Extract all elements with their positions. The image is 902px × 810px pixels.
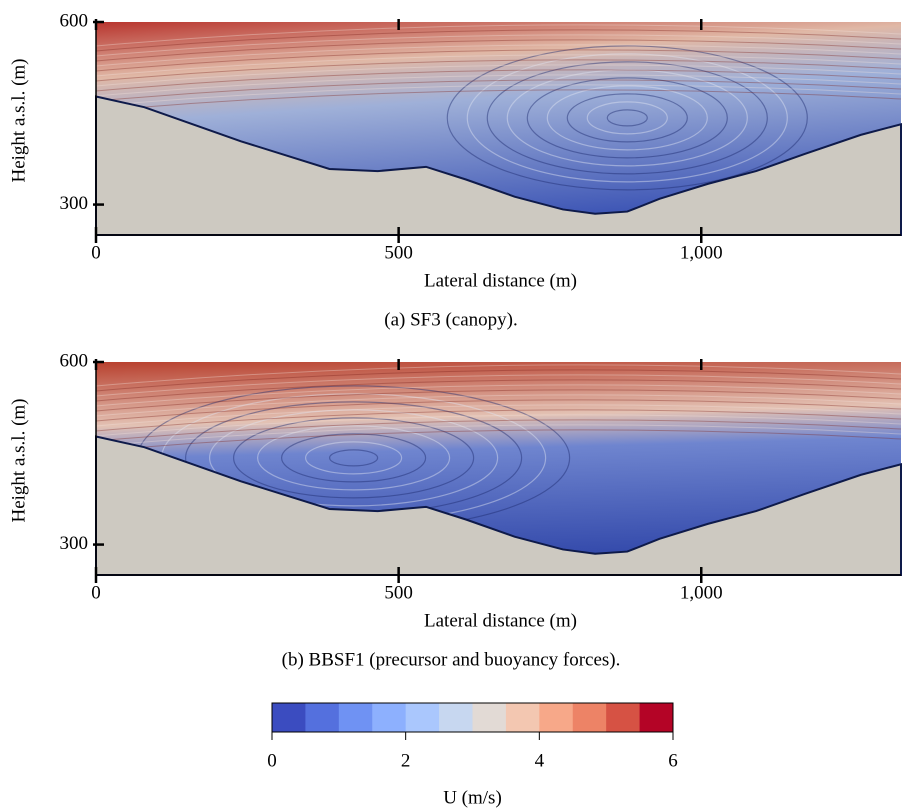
streamline [95, 64, 902, 87]
streamline [95, 54, 902, 77]
y-axis-label: Height a.s.l. (m) [8, 58, 29, 182]
colorbar-cell [372, 703, 407, 732]
streamline [546, 85, 708, 151]
colorbar-cell [639, 703, 674, 732]
y-tick-label: 600 [60, 350, 89, 371]
colorbar-tick-label: 4 [535, 750, 545, 771]
streamline [305, 441, 403, 475]
streamline [95, 429, 902, 452]
colorbar-cell [539, 703, 574, 732]
streamline [95, 384, 902, 407]
colorbar-cell [606, 703, 641, 732]
streamline [95, 79, 902, 102]
colorbar-cell [439, 703, 473, 732]
x-axis-label: Lateral distance (m) [424, 270, 577, 291]
plot-area [95, 362, 902, 576]
streamline [257, 425, 451, 491]
streamline [526, 77, 728, 159]
colorbar-tick-label: 0 [267, 750, 277, 771]
streamline [95, 39, 902, 62]
streamline [95, 414, 902, 437]
streamline [95, 49, 902, 72]
streamline [95, 389, 902, 412]
colorbar-label: U (m/s) [443, 787, 502, 808]
x-tick-label: 1,000 [680, 242, 723, 263]
streamline [95, 29, 902, 52]
streamline [95, 364, 902, 387]
streamline [95, 369, 902, 392]
colorbar-cell [572, 703, 607, 732]
streamline [95, 34, 902, 57]
streamline [209, 409, 499, 507]
colorbar-cell [405, 703, 440, 732]
streamline [506, 69, 748, 167]
streamline [95, 404, 902, 427]
x-tick-label: 1,000 [680, 582, 723, 603]
y-tick-label: 600 [60, 10, 89, 31]
panel-caption: (b) BBSF1 (precursor and buoyancy forces… [282, 649, 621, 670]
x-tick-label: 0 [91, 582, 101, 603]
colorbar-cell [272, 703, 306, 732]
streamline [95, 379, 902, 402]
terrain [95, 435, 902, 576]
colorbar-tick-label: 6 [668, 750, 678, 771]
streamline [95, 89, 902, 112]
streamline [586, 101, 668, 135]
colorbar-cell [472, 703, 507, 732]
panel-caption: (a) SF3 (canopy). [384, 309, 518, 330]
x-tick-label: 500 [384, 242, 413, 263]
streamline [95, 394, 902, 417]
streamline [466, 53, 788, 183]
streamline [606, 109, 648, 127]
x-tick-label: 0 [91, 242, 101, 263]
streamline [95, 74, 902, 97]
y-tick-label: 300 [60, 533, 89, 554]
streamline [95, 409, 902, 432]
terrain [95, 95, 902, 236]
streamline [95, 24, 902, 47]
streamline [233, 417, 475, 499]
streamline [95, 84, 902, 107]
colorbar-frame [271, 702, 674, 733]
streamline [281, 433, 427, 483]
streamline [95, 399, 902, 422]
streamline [95, 69, 902, 92]
streamline [95, 419, 902, 442]
x-axis-label: Lateral distance (m) [424, 610, 577, 631]
streamline [486, 61, 768, 175]
streamline [329, 449, 379, 467]
colorbar-cell [505, 703, 540, 732]
colorbar-cell [338, 703, 373, 732]
streamline [566, 93, 688, 143]
x-tick-label: 500 [384, 582, 413, 603]
streamline [95, 44, 902, 67]
y-axis-label: Height a.s.l. (m) [8, 398, 29, 522]
streamline [95, 374, 902, 397]
streamline [446, 45, 808, 191]
colorbar-tick-label: 2 [401, 750, 411, 771]
colorbar-cell [305, 703, 340, 732]
streamline [95, 424, 902, 447]
plot-area [95, 22, 902, 236]
y-tick-label: 300 [60, 193, 89, 214]
streamline [95, 59, 902, 82]
